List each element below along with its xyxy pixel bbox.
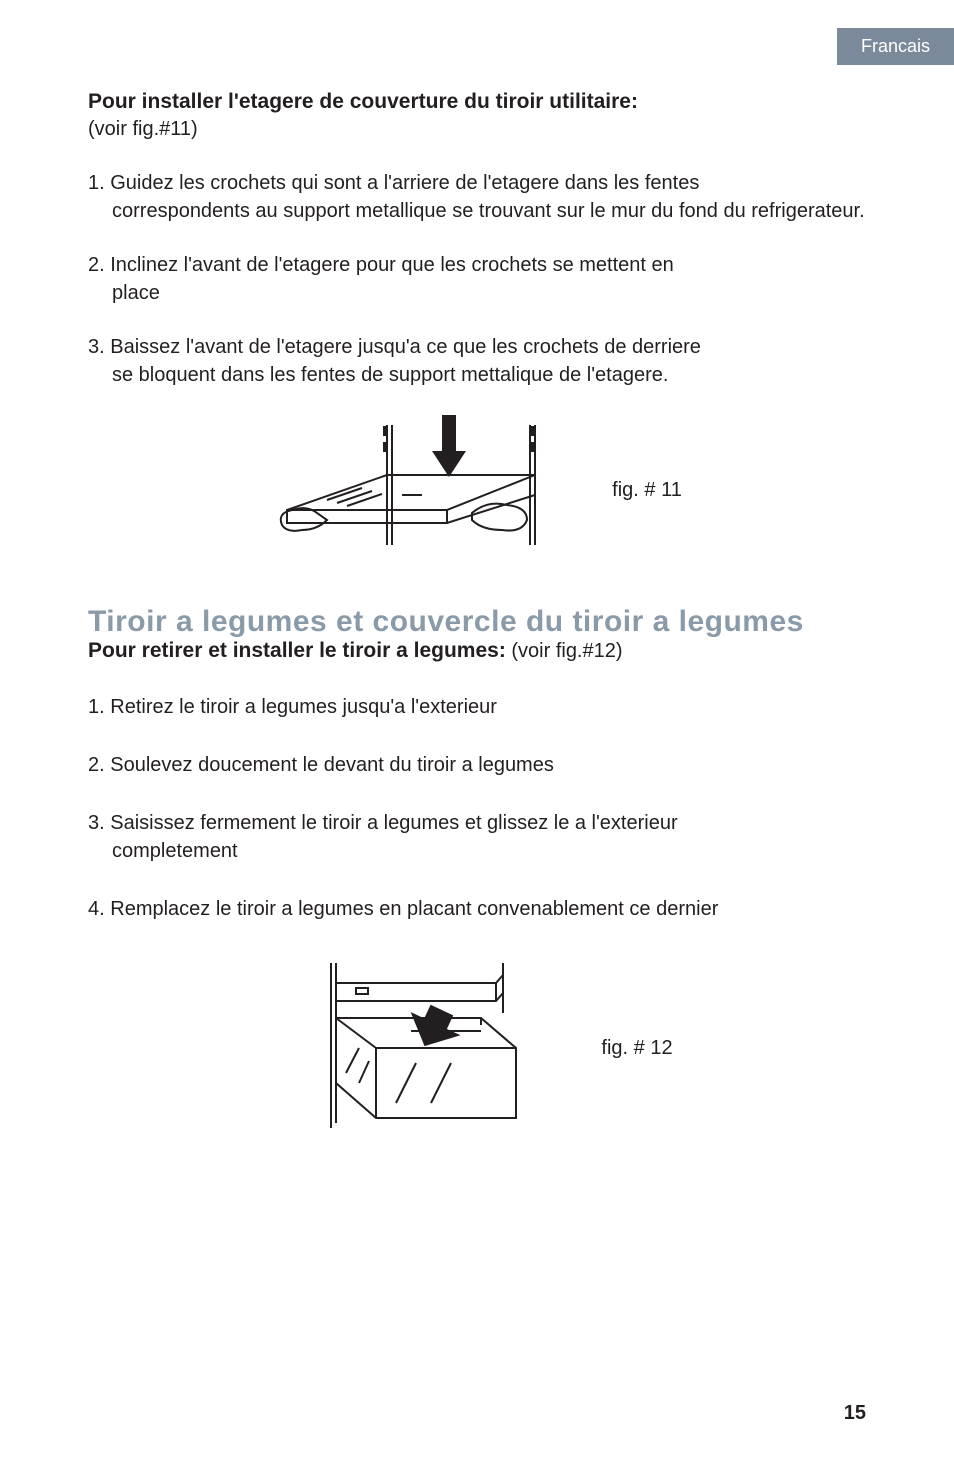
page-content: Pour installer l'etagere de couverture d… (0, 0, 954, 1143)
step-text-line1: Soulevez doucement le devant du tiroir a… (110, 754, 554, 776)
step-item: 2. Inclinez l'avant de l'etagere pour qu… (88, 251, 866, 307)
step-number: 1. (88, 172, 105, 194)
step-number: 2. (88, 254, 105, 276)
step-number: 3. (88, 336, 105, 358)
step-number: 3. (88, 812, 105, 834)
drawer-remove-diagram (281, 953, 531, 1143)
step-item: 4. Remplacez le tiroir a legumes en plac… (88, 895, 866, 923)
step-item: 1. Guidez les crochets qui sont a l'arri… (88, 169, 866, 225)
step-number: 1. (88, 696, 105, 718)
step-text-rest: se bloquent dans les fentes de support m… (88, 361, 866, 389)
heading-2: Pour retirer et installer le tiroir a le… (88, 639, 506, 662)
figure-11-label: fig. # 11 (612, 479, 682, 502)
step-text-line1: Guidez les crochets qui sont a l'arriere… (110, 172, 699, 194)
step-item: 2. Soulevez doucement le devant du tiroi… (88, 751, 866, 779)
step-text-rest: completement (88, 837, 866, 865)
step-text-line1: Baissez l'avant de l'etagere jusqu'a ce … (110, 336, 701, 358)
step-text-rest: place (88, 279, 866, 307)
step-number: 4. (88, 898, 105, 920)
step-text-line1: Saisissez fermement le tiroir a legumes … (110, 812, 677, 834)
heading-2-ref: (voir fig.#12) (506, 640, 623, 662)
figure-12-row: fig. # 12 (88, 953, 866, 1143)
heading-1: Pour installer l'etagere de couverture d… (88, 88, 866, 116)
step-number: 2. (88, 754, 105, 776)
shelf-install-diagram (272, 415, 572, 565)
step-text-rest: correspondents au support metallique se … (88, 197, 866, 225)
steps-list-2: 1. Retirez le tiroir a legumes jusqu'a l… (88, 693, 866, 923)
step-text-line1: Inclinez l'avant de l'etagere pour que l… (110, 254, 674, 276)
figure-12-label: fig. # 12 (601, 1037, 672, 1060)
step-text-line1: Remplacez le tiroir a legumes en placant… (110, 898, 718, 920)
step-item: 3. Saisissez fermement le tiroir a legum… (88, 809, 866, 865)
heading-2-block: Pour retirer et installer le tiroir a le… (88, 639, 866, 663)
step-item: 1. Retirez le tiroir a legumes jusqu'a l… (88, 693, 866, 721)
step-item: 3. Baissez l'avant de l'etagere jusqu'a … (88, 333, 866, 389)
step-text-line1: Retirez le tiroir a legumes jusqu'a l'ex… (110, 696, 497, 718)
section-title: Tiroir a legumes et couvercle du tiroir … (88, 605, 866, 639)
language-tab: Francais (837, 28, 954, 65)
steps-list-1: 1. Guidez les crochets qui sont a l'arri… (88, 169, 866, 389)
heading-1-ref: (voir fig.#11) (88, 118, 866, 141)
figure-11-row: fig. # 11 (88, 415, 866, 565)
heading-1-block: Pour installer l'etagere de couverture d… (88, 88, 866, 141)
page-number: 15 (844, 1402, 866, 1425)
